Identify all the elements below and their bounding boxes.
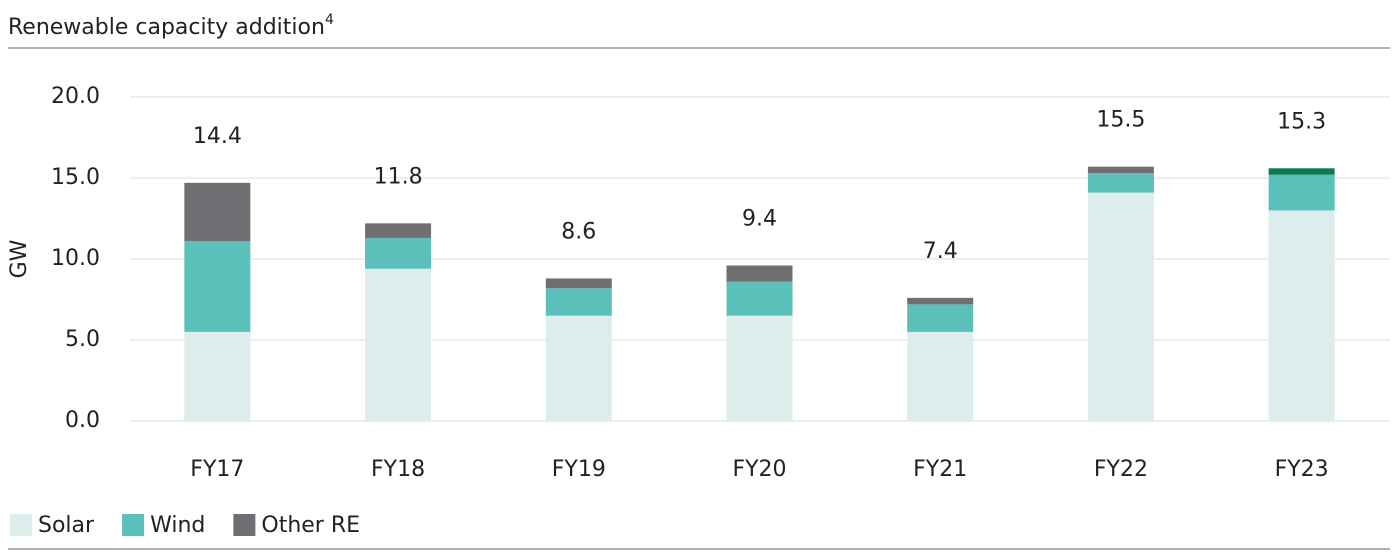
legend-swatch xyxy=(233,514,256,536)
x-tick-label: FY19 xyxy=(552,457,606,482)
bar-segment xyxy=(365,237,432,269)
total-label: 9.4 xyxy=(742,206,777,231)
legend-label: Other RE xyxy=(261,513,360,538)
y-tick-label: 5.0 xyxy=(65,327,100,352)
bar-segment xyxy=(726,315,793,421)
bar-segment xyxy=(726,281,793,316)
total-label: 15.5 xyxy=(1096,108,1145,133)
bar-segment xyxy=(365,268,432,421)
title-note: 4 xyxy=(325,12,334,28)
bar-segment xyxy=(1268,168,1335,175)
x-tick-label: FY20 xyxy=(732,457,786,482)
total-label: 11.8 xyxy=(374,164,423,189)
bar-segment xyxy=(184,331,251,421)
title-text: Renewable capacity addition xyxy=(8,15,325,40)
total-label: 7.4 xyxy=(923,239,958,264)
bar-segment xyxy=(907,297,974,305)
bar-segment xyxy=(545,278,612,289)
bar-segment xyxy=(1087,192,1154,421)
legend-swatch xyxy=(122,514,145,536)
bar-segment xyxy=(545,315,612,421)
bar-segment xyxy=(907,304,974,332)
bar-segment xyxy=(184,182,251,242)
bar-segment xyxy=(1268,210,1335,421)
total-label: 14.4 xyxy=(193,124,242,149)
y-tick-label: 15.0 xyxy=(51,165,100,190)
y-tick-label: 0.0 xyxy=(65,408,100,433)
legend-label: Wind xyxy=(150,513,205,538)
bar-segment xyxy=(1268,174,1335,211)
legend-label: Solar xyxy=(38,513,95,538)
total-label: 8.6 xyxy=(561,219,596,244)
legend-swatch xyxy=(10,514,32,536)
bar-segment xyxy=(184,241,251,332)
x-tick-label: FY21 xyxy=(913,457,967,482)
x-tick-label: FY23 xyxy=(1275,457,1329,482)
x-tick-label: FY18 xyxy=(371,457,425,482)
x-tick-label: FY17 xyxy=(190,457,244,482)
total-label: 15.3 xyxy=(1277,109,1326,134)
bar-segment xyxy=(1087,173,1154,193)
bar-segment xyxy=(1087,166,1154,174)
bar-segment xyxy=(365,223,432,238)
y-tick-label: 10.0 xyxy=(51,246,100,271)
bar-segment xyxy=(726,265,793,282)
y-tick-label: 20.0 xyxy=(51,84,100,109)
bar-segment xyxy=(545,288,612,316)
bar-segment xyxy=(907,331,974,421)
y-axis-label: GW xyxy=(7,239,32,278)
x-tick-label: FY22 xyxy=(1094,457,1148,482)
chart-title: Renewable capacity addition4 xyxy=(8,12,334,40)
